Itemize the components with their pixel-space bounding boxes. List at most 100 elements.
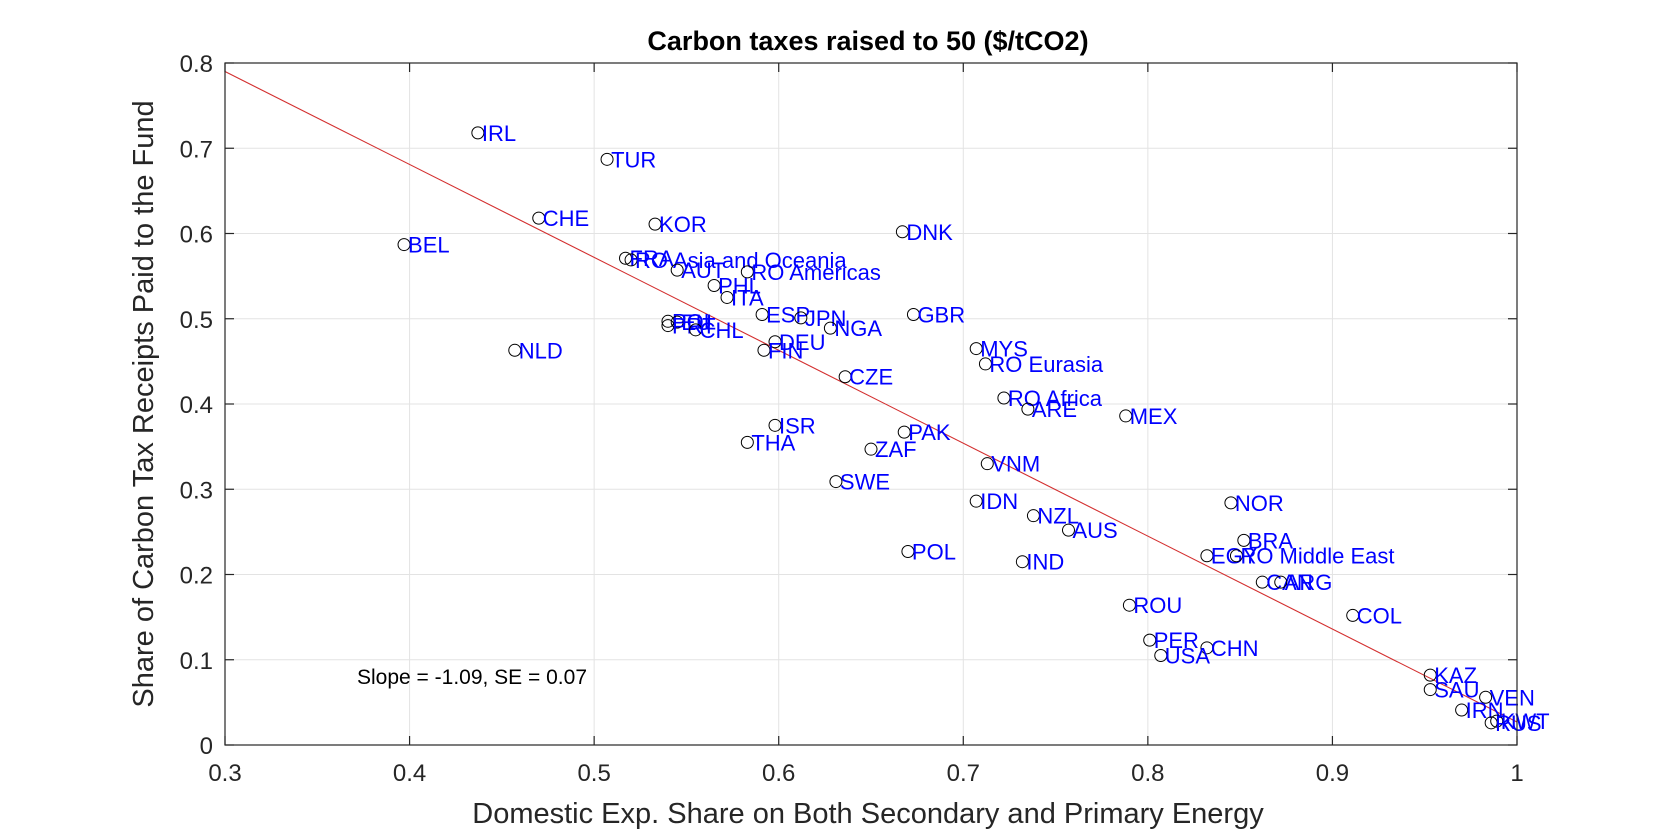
point-label: MEX (1130, 404, 1178, 429)
point-marker (670, 263, 684, 277)
data-point: KOR (648, 212, 707, 237)
data-point: TUR (600, 147, 656, 172)
point-label: PAK (908, 420, 951, 445)
point-label: COL (1357, 603, 1402, 628)
point-marker (1026, 509, 1040, 523)
point-marker (1224, 496, 1238, 510)
point-label: PER (1154, 628, 1199, 653)
point-marker (897, 425, 911, 439)
data-point: DNK (895, 220, 953, 245)
x-tick-label: 0.7 (947, 760, 980, 787)
axes: 0.3 0.4 0.5 0.6 0.7 0.8 0.9 1 0 0.1 0.2 0.3 0.4 0.5 0.… (180, 51, 1524, 787)
point-marker (624, 253, 638, 267)
point-label: ARE (1032, 397, 1077, 422)
data-point: EGY (1200, 544, 1258, 569)
point-label: IND (1026, 550, 1064, 575)
point-label: ITA (731, 285, 764, 310)
point-marker (980, 457, 994, 471)
data-point: FIN (757, 338, 803, 363)
point-marker (901, 544, 915, 558)
x-tick-label: 0.5 (577, 760, 610, 787)
point-label: RO Americas (751, 260, 881, 285)
point-marker (829, 475, 843, 489)
point-marker (532, 211, 546, 225)
point-marker (1061, 523, 1075, 537)
point-marker (471, 126, 485, 140)
point-label: RO Eurasia (989, 352, 1103, 377)
point-label: BRA (1248, 528, 1294, 553)
data-point: PER (1143, 628, 1199, 653)
point-marker (823, 321, 837, 335)
data-point: ZAF (864, 437, 917, 462)
point-label: KAZ (1434, 663, 1477, 688)
data-point: PHL (707, 274, 761, 299)
point-label: BEL (408, 233, 450, 258)
data-point: ROU (1122, 593, 1182, 618)
data-point: COL (1346, 603, 1402, 628)
point-marker (755, 307, 769, 321)
data-point: CHL (689, 318, 744, 343)
point-label: FIN (768, 338, 803, 363)
y-tick-label: 0.6 (180, 222, 213, 249)
data-point: NZL (1026, 504, 1079, 529)
point-marker (969, 342, 983, 356)
point-marker (661, 319, 675, 333)
data-point: ITA (720, 285, 764, 310)
data-point: VNM (980, 452, 1040, 477)
point-marker (740, 265, 754, 279)
point-marker (720, 290, 734, 304)
y-tick-label: 0.7 (180, 136, 213, 163)
point-label: CZE (849, 365, 893, 390)
point-marker (864, 442, 878, 456)
x-tick-label: 0.3 (208, 760, 241, 787)
point-marker (1200, 549, 1214, 563)
data-point: NOR (1224, 491, 1284, 516)
grid-lines (224, 62, 1518, 746)
data-point: DEU (768, 330, 825, 355)
point-marker (1484, 716, 1498, 730)
point-marker (838, 370, 852, 384)
point-label: SWE (840, 470, 890, 495)
data-point: ISR (768, 413, 816, 438)
point-label: DEU (779, 330, 825, 355)
point-label: IDN (980, 489, 1018, 514)
data-point: GBR (906, 302, 965, 327)
data-point: MEX (1119, 404, 1178, 429)
point-marker (1423, 683, 1437, 697)
x-tick-label: 1 (1510, 760, 1523, 787)
x-tick-label: 0.8 (1131, 760, 1164, 787)
data-point: SWE (829, 470, 890, 495)
regression-line (224, 71, 1518, 723)
point-label: IRN (1466, 698, 1504, 723)
x-axis-label: Domestic Exp. Share on Both Secondary an… (472, 798, 1264, 830)
point-label: AUS (1072, 518, 1117, 543)
point-label: NOR (1235, 491, 1284, 516)
x-tick-label: 0.4 (393, 760, 426, 787)
point-marker (1479, 690, 1493, 704)
plot-frame (224, 62, 1518, 746)
data-point: PAK (897, 420, 951, 445)
point-marker (1274, 575, 1288, 589)
point-label: CHL (700, 318, 744, 343)
data-point: RUS (1484, 711, 1542, 736)
data-point: IND (1015, 550, 1064, 575)
y-tick-label: 0.3 (180, 477, 213, 504)
y-tick-label: 0.8 (180, 51, 213, 78)
data-point: VEN (1479, 685, 1535, 710)
data-point: IRN (1455, 698, 1504, 723)
point-marker (768, 335, 782, 349)
data-point: KAZ (1423, 663, 1477, 688)
data-point: BEL (397, 233, 450, 258)
fit-line-group (224, 71, 1518, 723)
point-marker (1143, 633, 1157, 647)
point-label: NGA (834, 316, 882, 341)
slope-annotation: Slope = -1.09, SE = 0.07 (357, 666, 587, 689)
point-label: NZL (1037, 504, 1079, 529)
point-label: USA (1165, 643, 1211, 668)
point-marker (1229, 549, 1243, 563)
point-marker (1346, 608, 1360, 622)
data-point: CHN (1200, 636, 1259, 661)
data-point: NLD (508, 338, 563, 363)
data-point: ARE (1021, 397, 1077, 422)
point-label: MYS (980, 337, 1028, 362)
